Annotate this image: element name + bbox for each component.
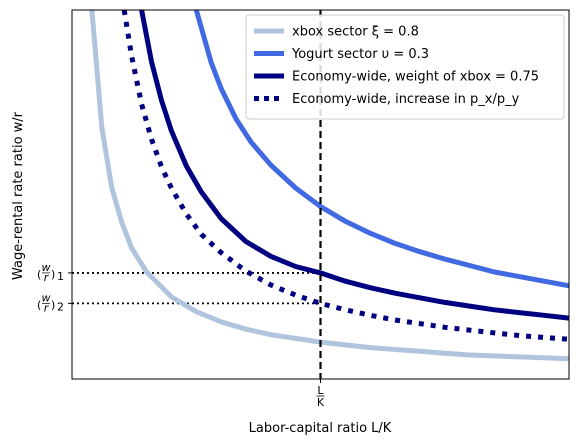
- svg-text:): ): [51, 298, 55, 311]
- svg-text:2: 2: [57, 300, 64, 313]
- series-line-3: [139, 10, 569, 321]
- svg-text:(: (: [37, 298, 41, 311]
- y-tick-label-2: (wr) 2: [37, 291, 64, 314]
- legend-items: xbox sector ξ = 0.8 Yogurt sector υ = 0.3…: [254, 25, 539, 107]
- series-line-1: [89, 10, 569, 362]
- legend-label-4: Economy-wide, increase in p_x/p_y: [292, 92, 520, 107]
- svg-text:): ): [51, 268, 55, 281]
- guides-layer: [72, 272, 321, 305]
- series-line-2: [193, 10, 569, 289]
- legend-label-3: Economy-wide, weight of xbox = 0.75: [292, 70, 539, 85]
- svg-text:w: w: [42, 261, 51, 274]
- svg-text:K: K: [317, 396, 325, 409]
- legend-label-1: xbox sector ξ = 0.8: [292, 25, 419, 40]
- y-axis-label: Wage-rental rate ratio w/r: [11, 111, 26, 280]
- y-tick-label-1: (wr) 1: [37, 261, 64, 284]
- x-tick-label-1: LK: [316, 384, 325, 409]
- legend-label-2: Yogurt sector υ = 0.3: [291, 47, 429, 62]
- series-layer: [89, 10, 569, 362]
- svg-text:L: L: [317, 384, 324, 397]
- legend-box: [245, 14, 565, 120]
- svg-text:1: 1: [57, 270, 64, 283]
- legend: xbox sector ξ = 0.8 Yogurt sector υ = 0.3…: [245, 14, 565, 120]
- svg-text:(: (: [37, 268, 41, 281]
- ticks-layer: LK(wr) 1(wr) 2: [37, 261, 325, 409]
- x-axis-label: Labor-capital ratio L/K: [249, 421, 392, 436]
- svg-text:r: r: [44, 301, 50, 314]
- svg-text:r: r: [44, 271, 50, 284]
- svg-text:w: w: [42, 291, 51, 304]
